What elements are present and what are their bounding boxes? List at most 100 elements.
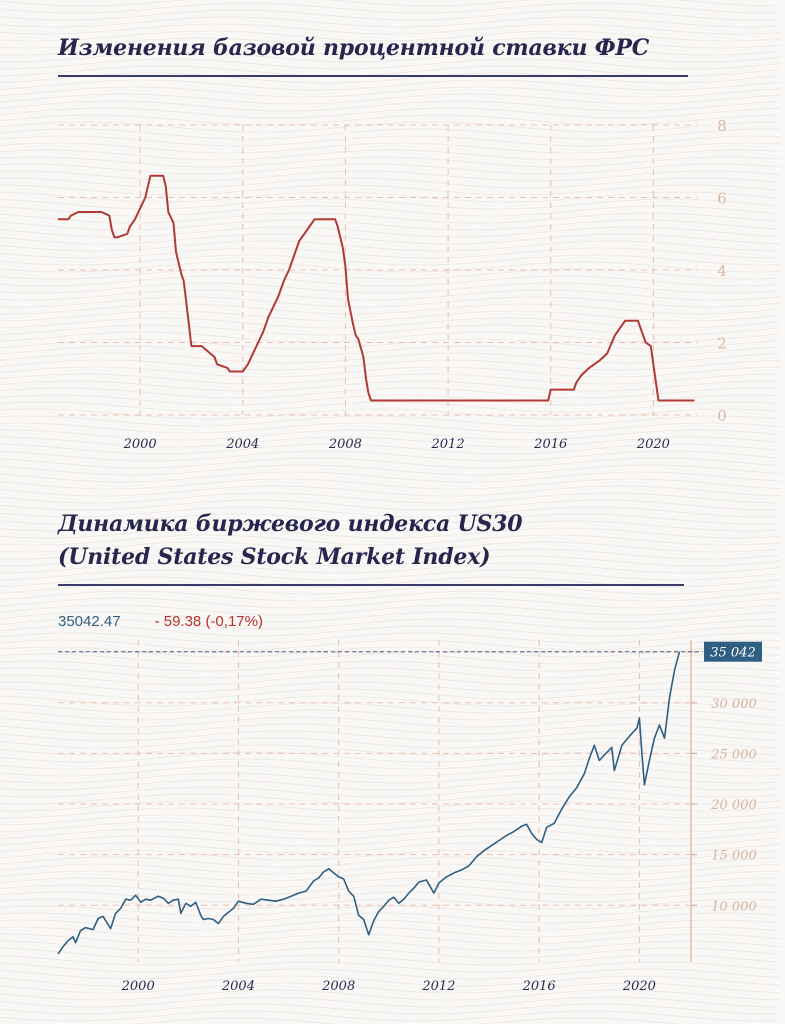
background-wave (0, 905, 781, 917)
chart2-y-tick-label: 25 000 (710, 747, 757, 762)
background-wave (0, 702, 781, 714)
background-wave (0, 933, 781, 945)
background-wave (0, 128, 781, 140)
background-wave (0, 450, 781, 462)
background-wave (0, 233, 781, 245)
background-wave (0, 373, 781, 385)
background-wave (0, 611, 781, 623)
background-wave (0, 394, 781, 406)
background-wave (0, 884, 781, 896)
background-wave (0, 205, 781, 217)
background-wave (0, 359, 781, 371)
chart1-title: Изменения базовой процентной ставки ФРС (58, 35, 650, 61)
background-wave (0, 422, 781, 434)
background-wave (0, 219, 781, 231)
background-wave (0, 751, 781, 763)
chart2-title-line1: Динамика биржевого индекса US30 (58, 511, 523, 537)
background-wave (0, 1010, 781, 1022)
background-wave (0, 1003, 780, 1015)
background-wave (0, 541, 781, 553)
background-wave (0, 646, 781, 658)
background-wave (0, 891, 781, 903)
background-wave (0, 961, 781, 973)
chart2-title-rule (58, 584, 684, 586)
background-wave (0, 58, 781, 70)
background-wave (0, 135, 781, 147)
background-wave (0, 499, 781, 511)
background-wave (0, 387, 781, 399)
background-wave (0, 835, 781, 847)
background-wave (0, 709, 781, 721)
background-wave (0, 282, 781, 294)
background-wave (0, 716, 781, 728)
background-wave (0, 338, 781, 350)
background-wave (0, 254, 781, 266)
chart2-x-tick-label: 2000 (121, 979, 155, 994)
background-wave (0, 163, 781, 175)
background-wave (0, 632, 781, 644)
background-wave (0, 471, 781, 483)
background-wave (0, 597, 781, 609)
chart1-plot: 0 2 4 6 8 2000 2004 2008 2012 2016 2020 (58, 117, 727, 452)
background-wave (0, 604, 781, 616)
background-wave (0, 849, 781, 861)
background-wave (0, 436, 781, 448)
background-wave (0, 226, 781, 238)
chart1-y-tick-label: 0 (717, 407, 727, 425)
chart1-series-line (58, 174, 695, 402)
background-wave (0, 520, 781, 532)
chart2-x-tick-label: 2004 (221, 979, 255, 994)
background-wave (0, 786, 781, 798)
background-wave (0, 72, 781, 84)
background-wave (0, 688, 781, 700)
background-wave (0, 940, 781, 952)
background-wave (0, 765, 781, 777)
last-value-badge: 35 042 (704, 641, 762, 662)
background-wave (0, 156, 781, 168)
background-wave (0, 821, 781, 833)
background-wave (0, 44, 781, 56)
background-wave (0, 149, 781, 161)
background-wave (0, 814, 781, 826)
background-wave (0, 625, 781, 637)
background-wave (0, 478, 781, 490)
chart1-x-tick-label: 2020 (636, 437, 670, 452)
background-wave (0, 660, 781, 672)
background-wave (0, 345, 781, 357)
background-wave (0, 429, 781, 441)
background-wave (0, 947, 781, 959)
background-wave (0, 86, 781, 98)
chart2-y-tick-label: 15 000 (711, 849, 757, 864)
last-value-label: 35 042 (710, 646, 756, 661)
background-wave (0, 919, 781, 931)
chart1-x-tick-label: 2012 (431, 437, 465, 452)
background-wave (0, 317, 781, 329)
background-wave (0, 800, 781, 812)
background-wave (0, 667, 781, 679)
chart2-series-line (57, 651, 681, 955)
background-wave (0, 303, 781, 315)
background-wave (0, 926, 781, 938)
background-wave (0, 23, 781, 35)
background-wave (0, 457, 781, 469)
background-wave (0, 93, 781, 105)
background-wave (0, 954, 781, 966)
background-wave (132, 1017, 684, 1024)
background-wave (0, 352, 781, 364)
chart2-y-tick-label: 20 000 (710, 798, 757, 813)
background-wave (0, 576, 781, 588)
background-wave (0, 184, 781, 196)
background-wave (0, 618, 781, 630)
chart2-x-tick-label: 2008 (321, 979, 355, 994)
background-wave (0, 310, 781, 322)
chart1-x-tick-label: 2004 (225, 437, 259, 452)
chart1-x-tick-label: 2008 (328, 437, 362, 452)
chart1-y-tick-label: 2 (717, 335, 727, 353)
background-wave (0, 527, 781, 539)
chart1-x-tick-label: 2000 (123, 437, 157, 452)
background-wave (0, 401, 781, 413)
background-wave (0, 191, 781, 203)
background-wave (0, 107, 781, 119)
background-wave (0, 0, 781, 7)
